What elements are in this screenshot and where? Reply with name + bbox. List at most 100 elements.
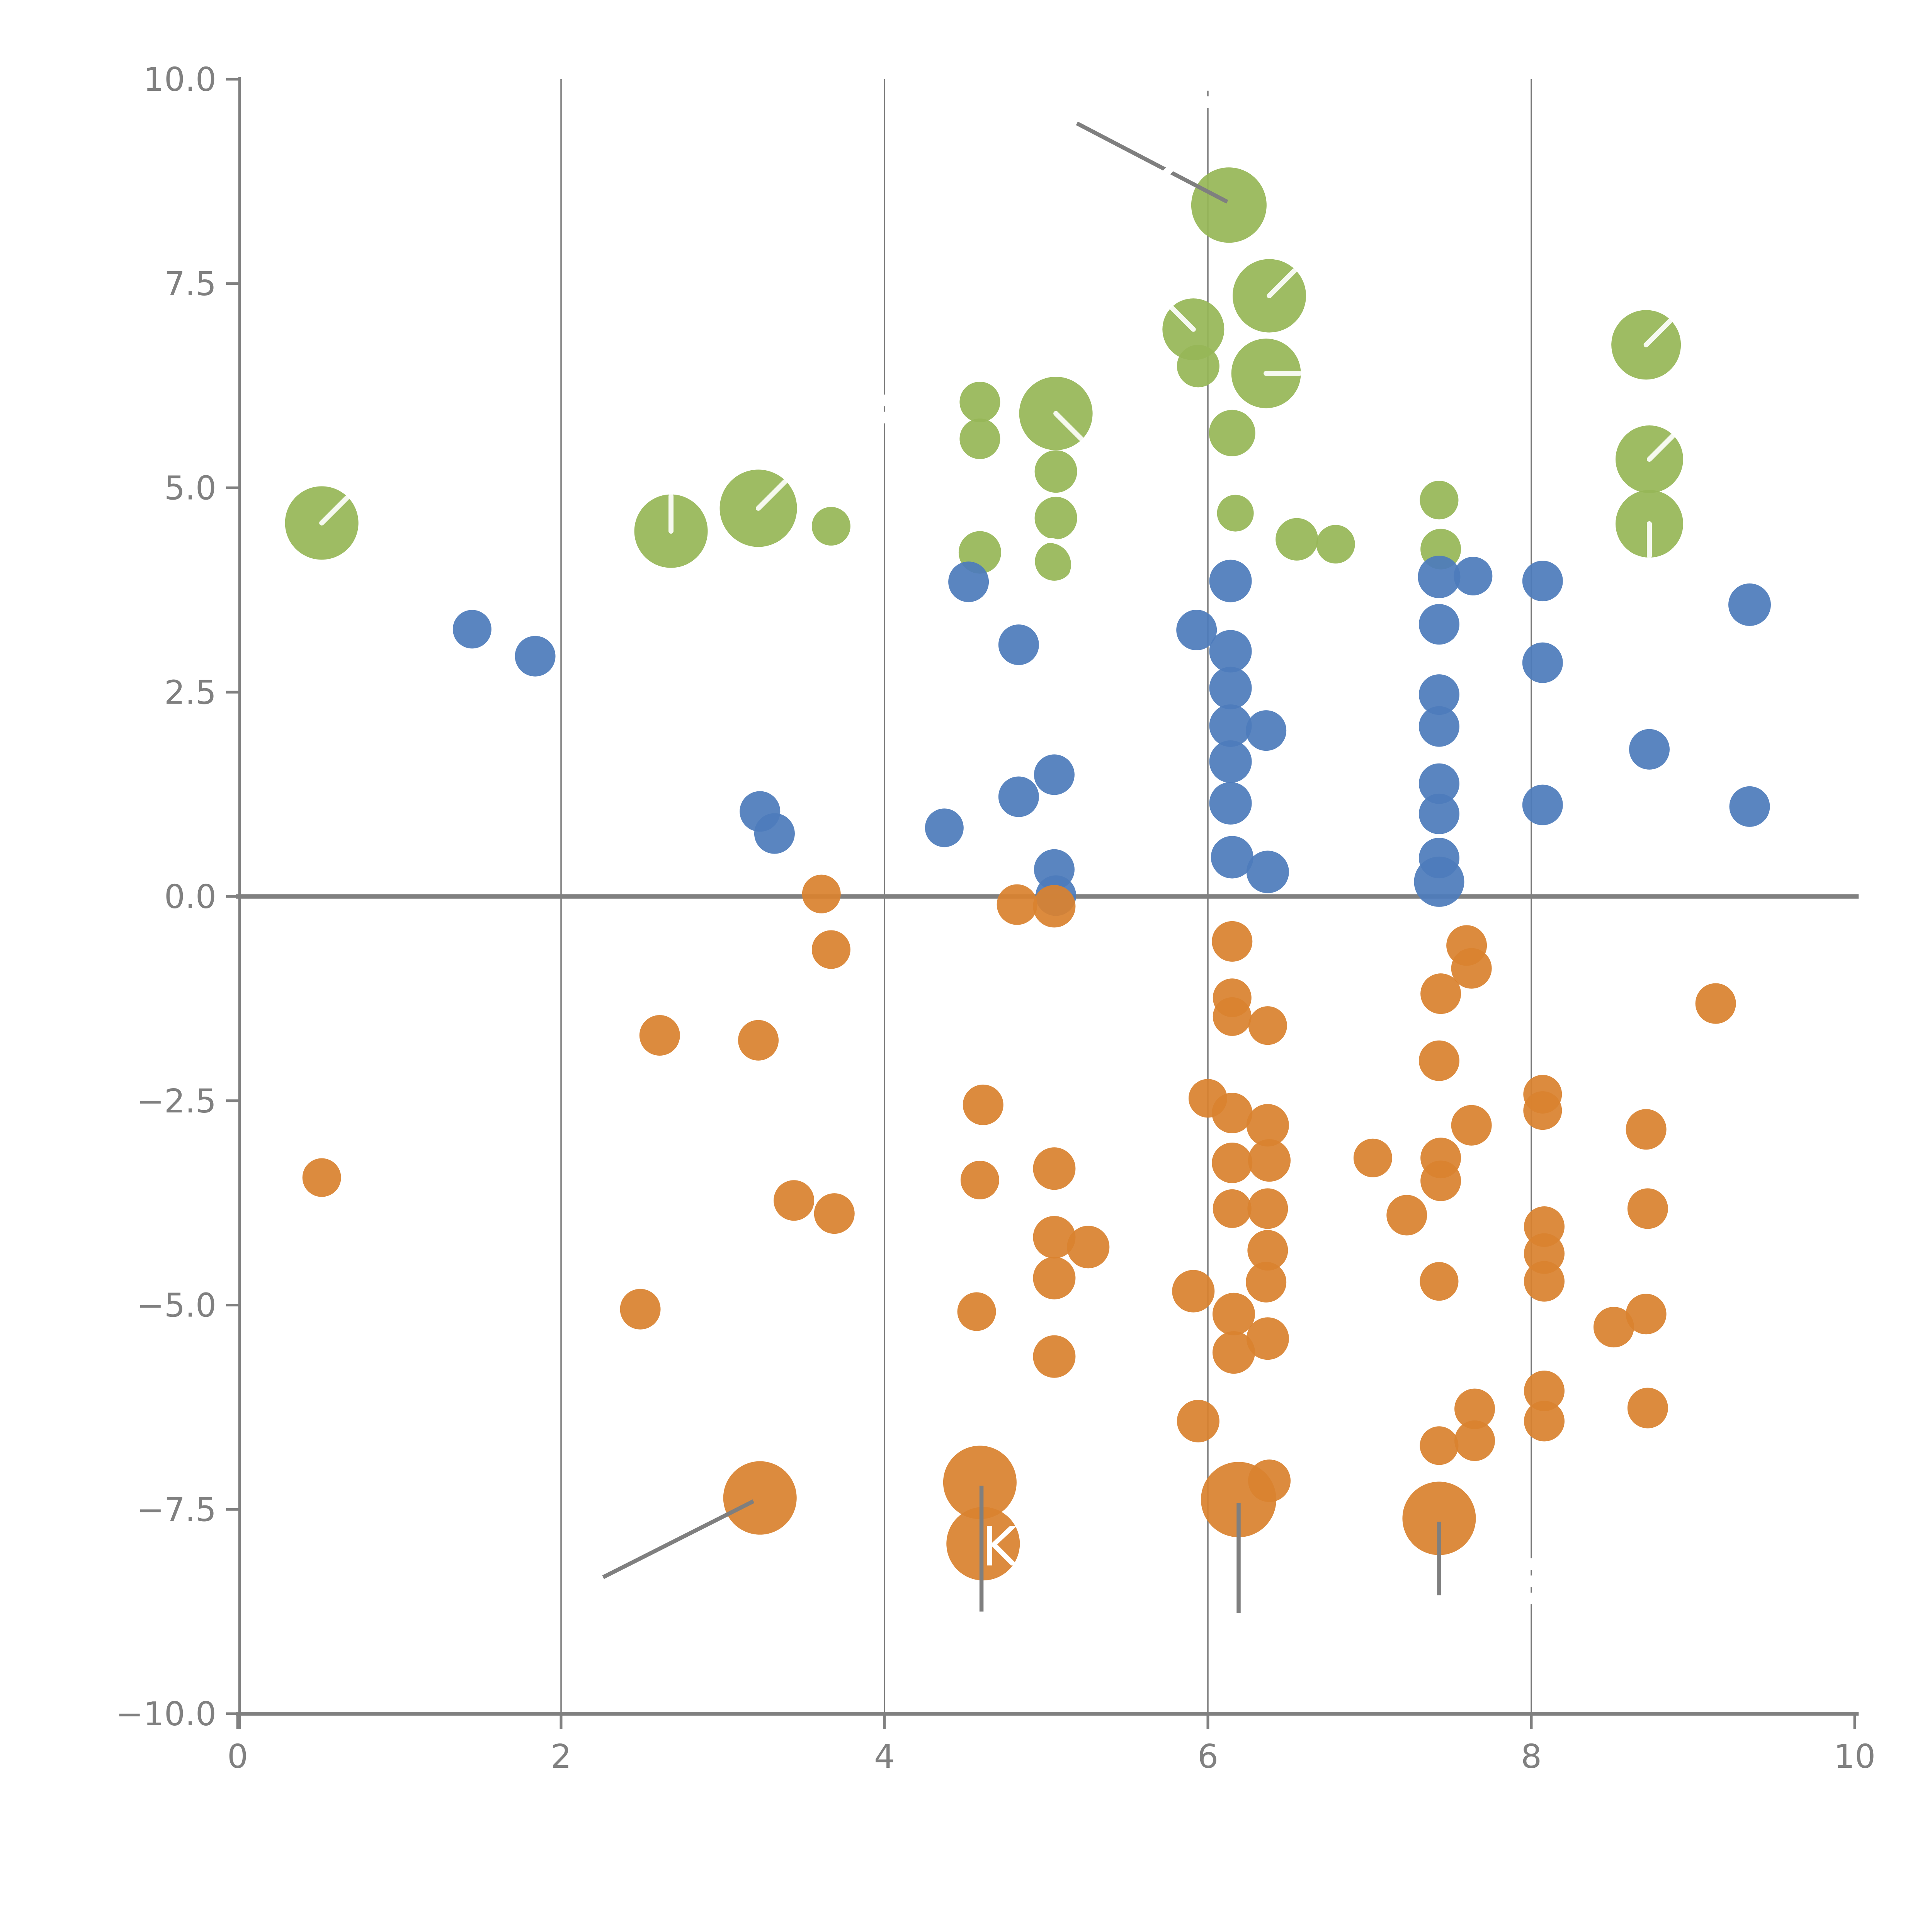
bubble-green	[811, 507, 850, 546]
y-tick-label: −7.5	[137, 1491, 216, 1529]
bubble-orange	[1033, 1335, 1076, 1378]
bubble-orange	[1172, 1270, 1215, 1313]
bubble-blue	[1522, 784, 1563, 825]
bubble-orange	[1248, 1459, 1291, 1502]
bubble-green	[1209, 410, 1255, 456]
bubble-orange	[1248, 1139, 1291, 1182]
bubble-blue	[754, 813, 795, 854]
bubble-blue	[1454, 556, 1493, 595]
bubble-orange	[1248, 1006, 1287, 1045]
bubble-orange	[1033, 1216, 1076, 1259]
bubble-orange	[1213, 997, 1252, 1036]
bubble-green	[1035, 542, 1074, 581]
annotation-line	[1076, 121, 1228, 204]
bubble-orange	[639, 1015, 680, 1056]
bubble-green	[1217, 495, 1254, 532]
white-slash-mark	[1643, 318, 1673, 347]
bubble-orange	[1420, 973, 1461, 1014]
y-tick-label: −10.0	[116, 1695, 216, 1733]
bubble-orange	[302, 1158, 341, 1197]
bubble-blue	[998, 776, 1039, 817]
y-tick-label: 7.5	[164, 265, 216, 303]
bubble-blue	[1418, 604, 1459, 645]
bubble-green	[1276, 518, 1318, 561]
bubble-orange	[1695, 983, 1736, 1024]
bubble-orange	[811, 930, 850, 969]
y-tick-label: −2.5	[137, 1082, 216, 1121]
bubble-orange	[1626, 1109, 1667, 1150]
bubble-orange	[774, 1180, 815, 1221]
white-ring-mark	[1022, 538, 1076, 592]
bubble-orange	[1418, 1040, 1459, 1081]
bubble-blue	[515, 636, 556, 677]
bubble-orange	[1212, 1331, 1255, 1374]
bubble-orange	[1446, 925, 1487, 966]
bubble-blue	[948, 561, 989, 602]
y-tick-label: 10.0	[143, 61, 216, 99]
bubble-blue	[1522, 642, 1563, 683]
bubble-orange	[1353, 1138, 1392, 1177]
bubble-orange	[620, 1289, 661, 1330]
bubble-green	[1034, 450, 1077, 493]
bubble-blue	[1209, 782, 1252, 825]
bubble-blue	[1418, 674, 1459, 715]
bubble-orange	[814, 1193, 855, 1234]
bubble-orange	[1247, 1230, 1288, 1271]
bubble-orange	[1454, 1388, 1495, 1429]
bubble-blue	[1246, 710, 1287, 751]
bubble-orange	[723, 1461, 797, 1535]
x-tick-label: 4	[874, 1738, 895, 1776]
bubble-orange	[1386, 1195, 1427, 1236]
bubble-orange	[943, 1446, 1017, 1519]
bubble-orange	[1067, 1226, 1110, 1269]
bubble-orange	[1420, 1426, 1459, 1465]
bubble-blue	[1418, 706, 1459, 747]
bubble-blue	[1729, 786, 1770, 827]
bubble-blue	[1418, 763, 1459, 804]
bubble-blue	[1034, 754, 1075, 795]
bubble-orange	[960, 1160, 999, 1199]
x-tick-label: 10	[1834, 1738, 1876, 1776]
bubble-green	[1177, 345, 1219, 388]
bubble-orange	[1524, 1233, 1565, 1274]
bubble-blue	[1246, 850, 1289, 893]
bubble-blue	[1728, 583, 1771, 626]
annotation-line	[602, 1499, 755, 1579]
y-tick-label: 5.0	[164, 469, 216, 508]
bubble-green	[1420, 481, 1459, 520]
bubble-orange	[1627, 1188, 1668, 1229]
bubble-blue	[1418, 556, 1461, 599]
bubble-orange	[1454, 1420, 1495, 1461]
bubble-orange	[997, 884, 1037, 925]
bubble-orange	[1212, 921, 1253, 962]
bubble-orange	[1033, 1147, 1076, 1190]
bubble-blue	[1209, 630, 1252, 673]
white-slash-mark	[1053, 411, 1084, 441]
bubble-green	[1191, 167, 1267, 243]
bubble-orange	[963, 1084, 1003, 1125]
x-tick-label: 6	[1197, 1738, 1218, 1776]
x-tick-label: 0	[227, 1738, 248, 1776]
bubble-orange	[1593, 1307, 1634, 1348]
bubble-blue	[1209, 704, 1252, 747]
bubble-blue	[1414, 856, 1464, 907]
white-slash-mark	[1267, 268, 1297, 298]
bubble-orange	[1420, 1160, 1461, 1201]
white-slash-mark	[319, 495, 350, 526]
bubble-blue	[1522, 561, 1563, 602]
bubble-orange	[1246, 1262, 1287, 1303]
gridline-gap-mark	[1160, 165, 1174, 179]
bubble-orange	[1246, 1104, 1289, 1147]
x-tick-label: 2	[551, 1738, 571, 1776]
y-tick-label: −5.0	[137, 1287, 216, 1325]
bubble-blue	[998, 624, 1039, 665]
white-slash-mark	[1170, 305, 1196, 332]
bubble-orange	[1524, 1401, 1565, 1442]
bubble-orange	[1524, 1371, 1565, 1412]
bubble-blue	[1209, 560, 1252, 602]
bubble-orange	[1523, 1091, 1562, 1130]
bubble-green	[959, 418, 1000, 459]
bubble-orange	[957, 1292, 996, 1331]
